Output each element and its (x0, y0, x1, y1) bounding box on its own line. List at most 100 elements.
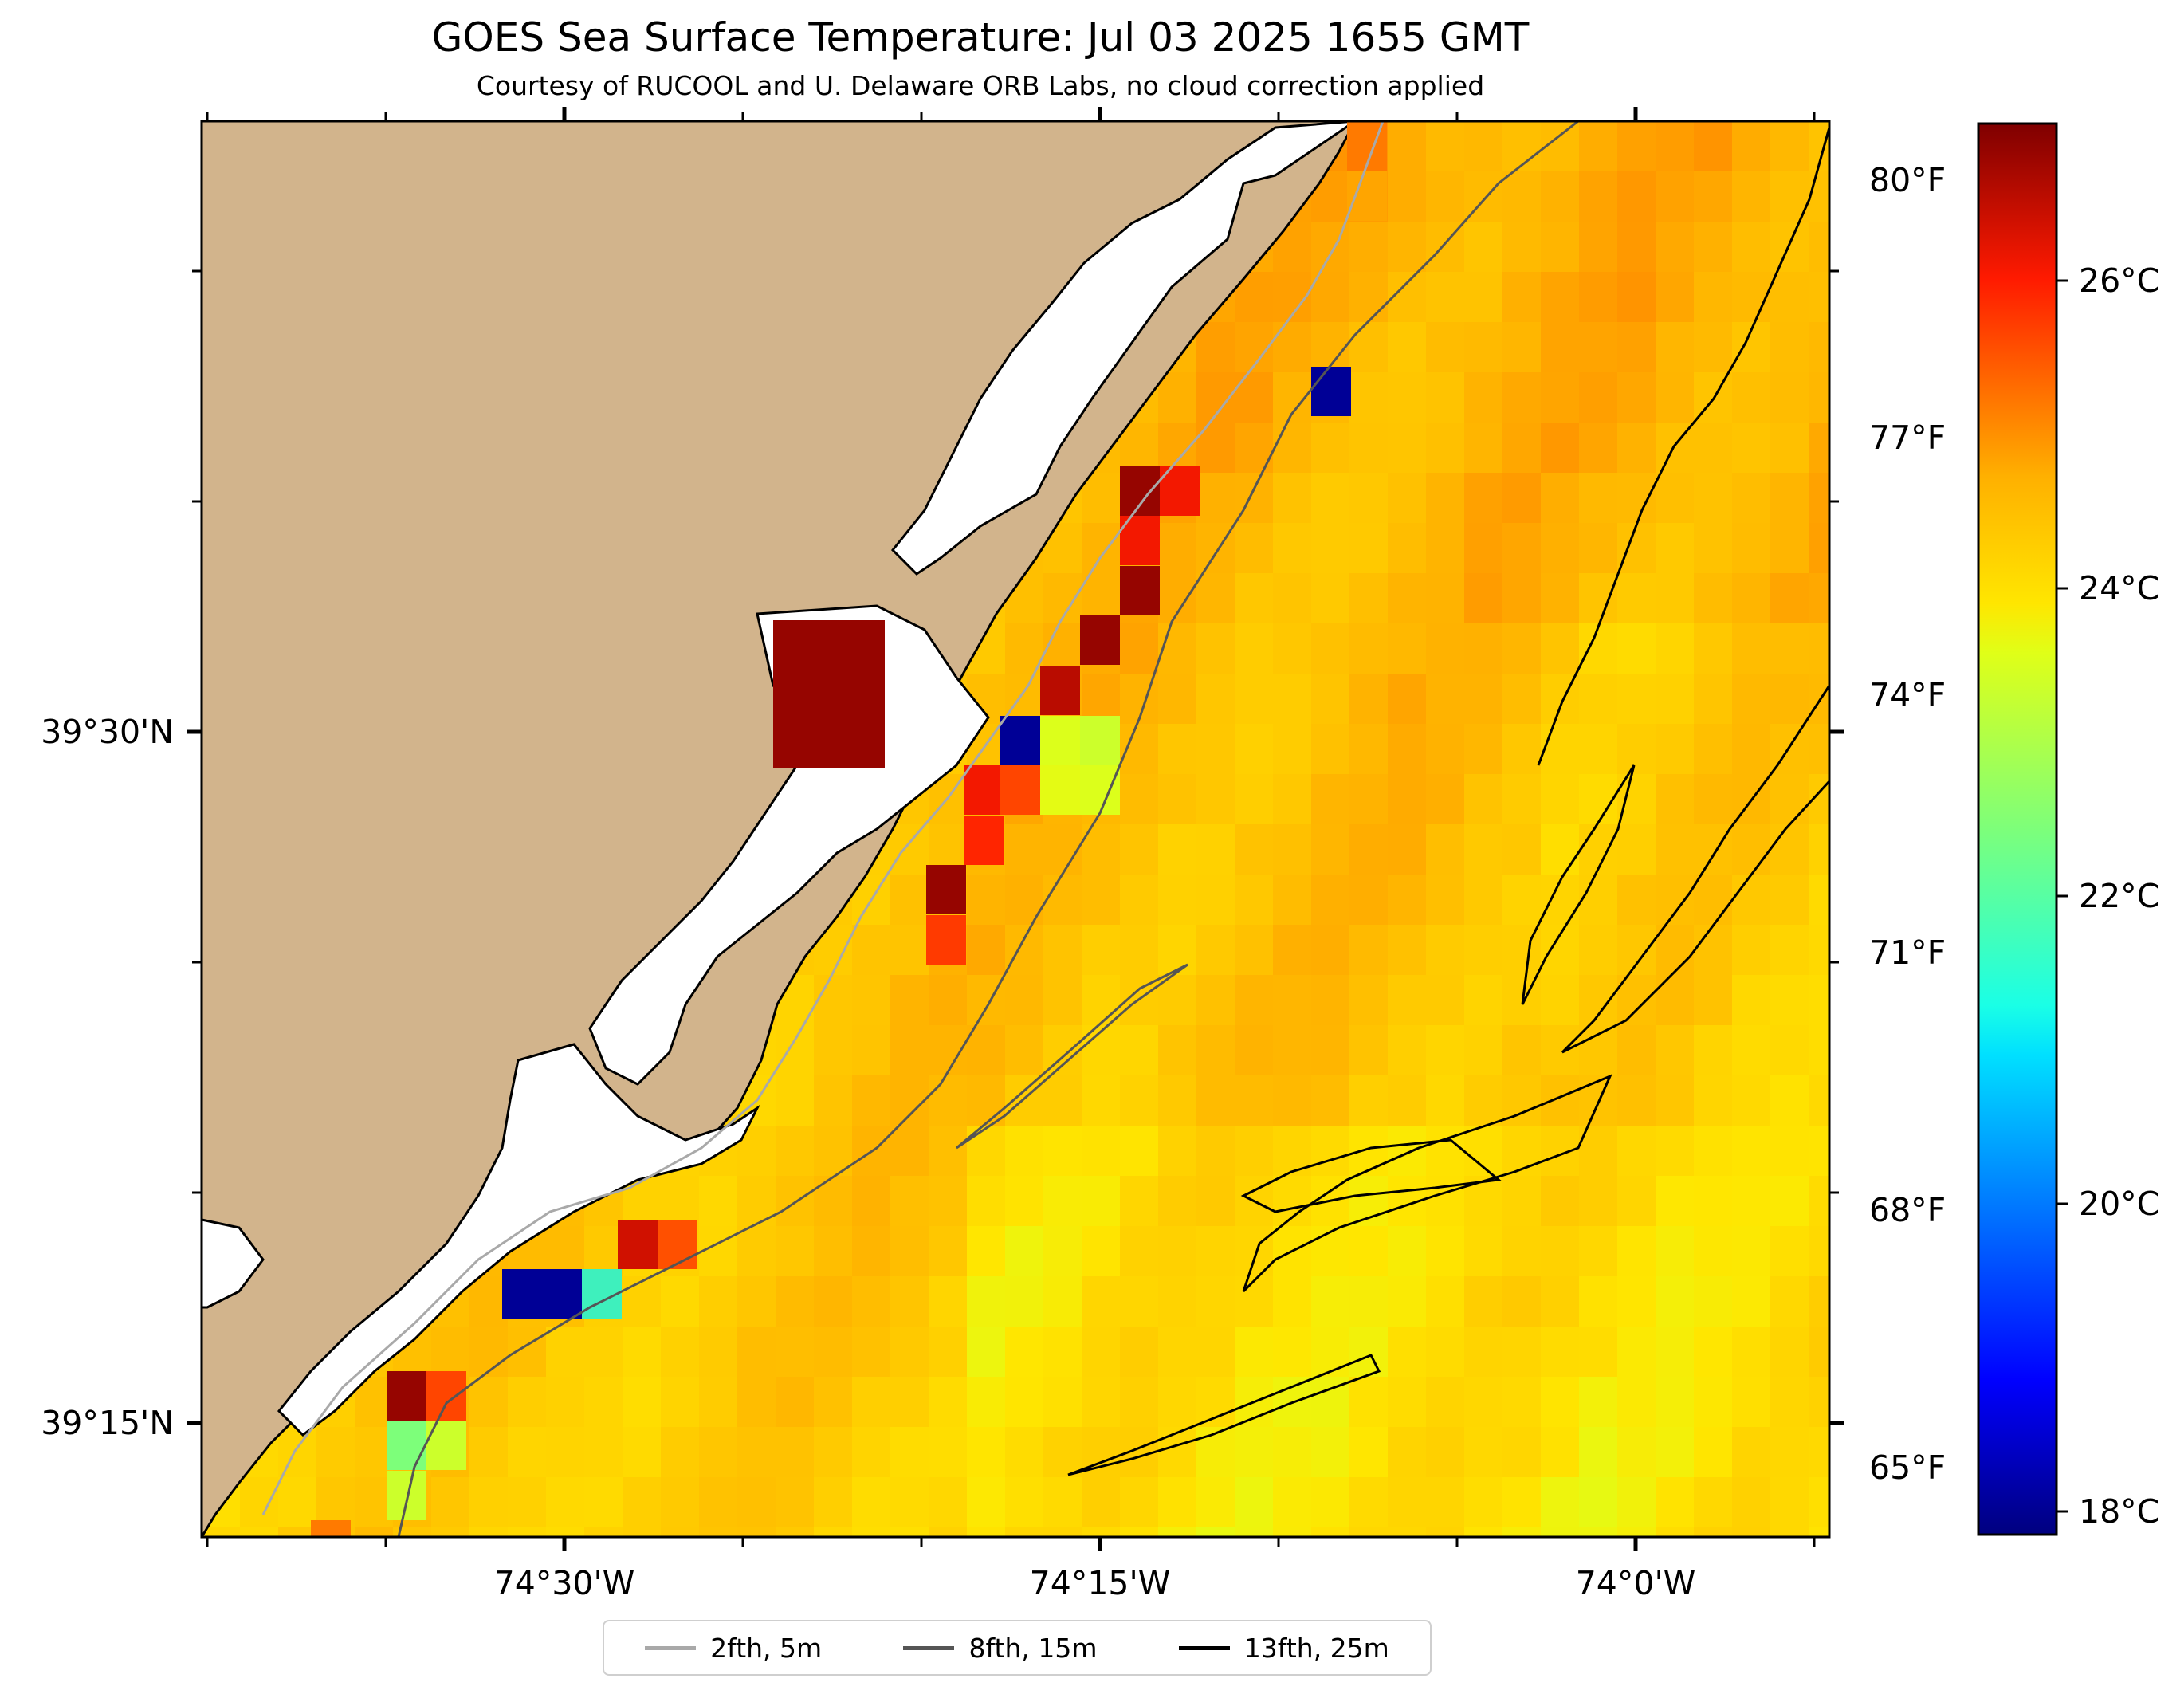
sst-cell (929, 1427, 968, 1478)
sst-cell (469, 1427, 509, 1478)
sst-cell (1388, 674, 1427, 725)
sst-cell (1311, 875, 1350, 926)
sst-cell (1311, 1276, 1350, 1327)
sst-cell (1656, 1176, 1695, 1227)
sst-cell (1388, 1025, 1427, 1076)
sst-cell (1656, 1377, 1695, 1428)
sst-cell (1579, 322, 1618, 373)
sst-cell (967, 1327, 1006, 1378)
contour-13fth-5 (1067, 1354, 1381, 1476)
sst-cell (1311, 1427, 1350, 1478)
sst-cell (890, 975, 929, 1026)
sst-cell (1349, 473, 1389, 524)
sst-cell (1388, 473, 1427, 524)
sst-cell (1158, 1327, 1197, 1378)
sst-cell (661, 1377, 700, 1428)
sst-cell (1617, 222, 1656, 273)
sst-cell (1235, 372, 1274, 423)
sst-cell (1541, 674, 1580, 725)
sst-cell (1273, 322, 1312, 373)
sst-cell (1005, 1276, 1044, 1327)
sst-cell (1426, 272, 1465, 323)
sst-cell (1273, 724, 1312, 775)
sst-cell (1502, 372, 1542, 423)
sst-cell (1043, 1377, 1082, 1428)
sst-cell (1694, 272, 1733, 323)
sst-cell (1502, 1025, 1542, 1076)
sst-cell (1426, 975, 1465, 1026)
sst-cell (1770, 1075, 1809, 1126)
sst-cell (1388, 1527, 1427, 1537)
sst-cell (1617, 1176, 1656, 1227)
celsius-label: 22°C (2079, 877, 2159, 915)
sst-cell (1656, 1327, 1695, 1378)
sst-cell (1043, 1176, 1082, 1227)
sst-cell (1541, 1075, 1580, 1126)
sst-cell (1311, 623, 1350, 674)
sst-cell (1809, 573, 1829, 624)
sst-cell (1196, 875, 1235, 926)
sst-cell (1617, 875, 1656, 926)
sst-cell (1809, 623, 1829, 674)
sst-cell (1311, 272, 1350, 323)
sst-cell (1388, 1226, 1427, 1277)
sst-cell (1196, 623, 1235, 674)
sst-cell (1617, 975, 1656, 1026)
sst-cell (1426, 724, 1465, 775)
sst-cell (469, 1377, 509, 1428)
sst-cell (1082, 875, 1121, 926)
sst-cell (1579, 1377, 1618, 1428)
sst-cell (929, 1176, 968, 1227)
sst-cell (1426, 322, 1465, 373)
sst-cell (1426, 1427, 1465, 1478)
sst-cell (661, 1427, 700, 1478)
sst-cell (1235, 1527, 1274, 1537)
sst-cell (1617, 1075, 1656, 1126)
sst-cell (1235, 1075, 1274, 1126)
sst-cell (852, 1075, 891, 1126)
sst-cell (699, 1377, 738, 1428)
sst-cell (1388, 824, 1427, 875)
sst-cell (1043, 1126, 1082, 1177)
sst-cell (1349, 1176, 1389, 1227)
sst-cell (1732, 925, 1771, 976)
sst-cell (737, 1427, 776, 1478)
sst-cell (1809, 372, 1829, 423)
sst-cell (1770, 473, 1809, 524)
sst-cell (1120, 824, 1159, 875)
sst-cell (1349, 1327, 1389, 1378)
sst-cell (1235, 1477, 1274, 1528)
sst-cell (1502, 1477, 1542, 1528)
sst-cell (1082, 1377, 1121, 1428)
sst-cell (1082, 1276, 1121, 1327)
sst-cell (1464, 222, 1503, 273)
sst-cell (1388, 724, 1427, 775)
sst-cell (1579, 975, 1618, 1026)
sst-cell (1809, 1527, 1829, 1537)
sst-cell (1502, 1327, 1542, 1378)
sst-cell (1349, 674, 1389, 725)
sst-cell (661, 1276, 700, 1327)
sst-cell (1694, 121, 1733, 172)
sst-cell (1426, 1176, 1465, 1227)
sst-cell (584, 1226, 623, 1277)
sst-cell (1541, 1377, 1580, 1428)
sst-cell (1809, 1075, 1829, 1126)
sst-cell (1617, 573, 1656, 624)
sst-cell (1579, 1176, 1618, 1227)
sst-cell (814, 975, 853, 1026)
legend-line-swatch (903, 1645, 955, 1650)
sst-cell (1694, 1025, 1733, 1076)
sst-cell (1388, 1276, 1427, 1327)
sst-cell (1617, 473, 1656, 524)
sst-cell-anomaly (1347, 171, 1387, 221)
sst-cell (699, 1226, 738, 1277)
sst-cell (1426, 1477, 1465, 1528)
sst-cell (1541, 1276, 1580, 1327)
sst-cell (1579, 1276, 1618, 1327)
sst-cell (1617, 1377, 1656, 1428)
sst-cell (1541, 1477, 1580, 1528)
sst-cell (623, 1327, 662, 1378)
sst-cell (1426, 1527, 1465, 1537)
sst-cell (1502, 1427, 1542, 1478)
